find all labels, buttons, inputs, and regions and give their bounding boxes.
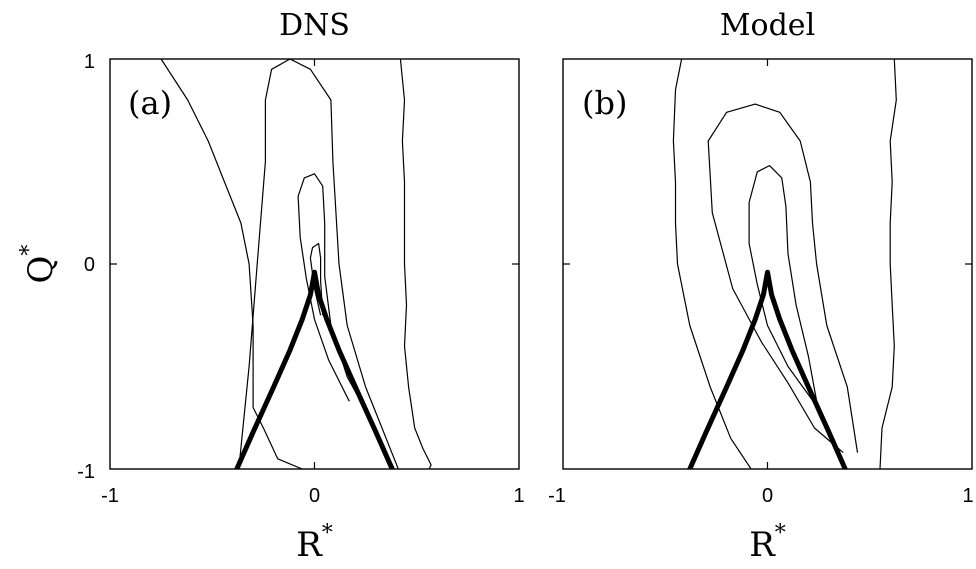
y-tick-label: 0 — [84, 254, 95, 276]
y-tick-label: 1 — [84, 51, 95, 73]
contour-line — [160, 59, 303, 469]
x-axis-label-sup: * — [775, 521, 786, 546]
tick-marks — [563, 59, 972, 469]
panel-title: Model — [720, 8, 815, 43]
vieillefosse-curve — [234, 269, 395, 469]
x-axis-label-text: R — [749, 525, 776, 565]
y-axis-label-sup: * — [17, 245, 42, 256]
y-axis-label-text: Q — [21, 256, 61, 284]
x-tick-label: 1 — [513, 485, 524, 507]
contour-line — [879, 59, 897, 469]
contour-line — [748, 165, 822, 412]
panel-title: DNS — [279, 8, 350, 43]
contour-line — [399, 59, 432, 469]
tick-marks — [110, 59, 519, 469]
vieillefosse-curve — [687, 269, 848, 469]
contour-line — [707, 103, 859, 454]
x-axis-label-text: R — [296, 525, 323, 565]
series-layer — [160, 59, 432, 469]
y-axis-label: Q* — [17, 245, 61, 284]
y-tick-label: -1 — [77, 461, 95, 483]
panel-model: Model (b) -1 0 1 R* — [548, 8, 973, 565]
x-tick-label: 0 — [309, 485, 320, 507]
x-axis-label: R* — [296, 521, 333, 565]
contour-line — [672, 59, 752, 469]
x-tick-label: -1 — [548, 485, 566, 507]
x-tick-label: 0 — [762, 485, 773, 507]
panel-label: (a) — [128, 84, 172, 122]
contour-line — [238, 59, 399, 469]
x-axis-label: R* — [749, 521, 786, 565]
x-axis-label-sup: * — [322, 521, 333, 546]
x-tick-label: -1 — [101, 485, 119, 507]
panel-dns: DNS (a) 1 0 -1 -1 0 1 R* Q* — [17, 8, 525, 565]
panel-label: (b) — [582, 84, 627, 122]
x-tick-label: 1 — [962, 485, 973, 507]
series-layer — [672, 59, 897, 469]
